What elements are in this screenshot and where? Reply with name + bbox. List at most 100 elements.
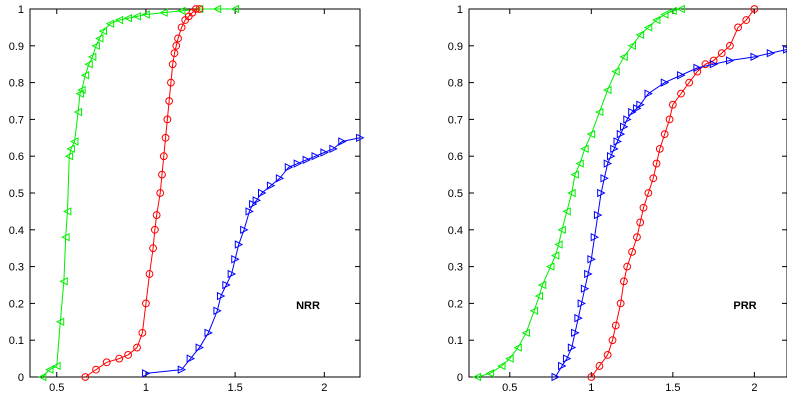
panel-annotation: NRR [296,300,320,312]
series-point [170,49,179,58]
series-point [766,48,776,58]
series-point [105,19,115,28]
series-point [73,107,83,117]
series-point [64,151,74,161]
series-point [558,361,567,371]
series-point [132,12,141,21]
series-point [213,306,222,315]
series-point [557,225,566,235]
series-point [230,4,240,14]
series-point [133,343,141,352]
series-point [616,129,626,139]
x-tick-label: 0.5 [502,382,517,394]
series-line [42,8,236,378]
series-point [172,41,181,50]
series-point [356,133,365,143]
series-point [521,328,530,338]
series-point [168,60,177,69]
y-tick-label: 0.7 [448,114,463,126]
series-point [639,203,648,212]
nrr-panel: 0 0.1 0.2 0.3 0.4 0.5 0.6 0.7 0.8 0.9 1 0.5 1 1.5 2 NRR [9,4,365,394]
series-point [627,41,636,51]
series-point [497,361,506,371]
panel-annotation: PRR [733,300,756,312]
series-point [628,107,637,117]
series-point [177,6,186,16]
y-tick-label: 0.1 [9,335,24,347]
series-point [87,52,97,62]
series-point [709,59,719,69]
series-point [302,155,312,165]
series-point [45,365,54,374]
x-tick-label: 0.5 [49,382,64,394]
series-point [701,60,710,69]
x-tick-label: 1 [588,382,594,394]
x-tick-label: 1.5 [227,382,242,394]
series-point [158,170,166,179]
series-point [537,280,547,290]
series-point [159,8,168,17]
series-point [613,137,622,146]
y-tick-label: 0.1 [448,335,463,347]
y-tick-label: 0.5 [448,188,463,200]
prr-panel: 0 0.1 0.2 0.3 0.4 0.5 0.6 0.7 0.8 0.9 1 0.5 1 1.5 2 PRR [448,4,787,394]
series-point [550,251,560,260]
series-point [293,159,303,168]
series-point [586,129,596,139]
series-point [115,354,124,363]
series-point [603,351,612,359]
y-tick-label: 0.6 [9,151,24,163]
series-point [311,151,320,161]
series-point [174,34,182,43]
series-point [668,100,677,109]
series-point [717,49,726,58]
series-point [216,291,226,301]
y-tick-label: 0.4 [9,225,24,237]
series-point [742,16,751,24]
series-point [575,159,584,168]
series-point [329,144,338,154]
series-point [649,174,658,183]
series-point [643,23,653,32]
y-tick-label: 0.8 [448,78,463,90]
series-point [186,354,196,363]
series-point [167,78,175,87]
series-point [636,218,645,227]
series-point [52,361,61,371]
series-point [159,152,168,161]
y-tick-label: 0.2 [448,298,463,310]
series-point [554,240,563,249]
series-point [141,10,150,19]
series-point [660,78,670,87]
series-point [734,23,742,32]
series-point [149,244,157,253]
series-point [284,163,294,172]
series-point [644,89,653,98]
series-point [212,4,222,14]
series-point [55,317,65,327]
y-tick-label: 0.2 [9,298,24,310]
series-point [610,144,619,154]
series-point [693,63,702,73]
series-point [124,351,133,359]
series-point [156,189,165,197]
y-tick-label: 0.9 [448,41,463,53]
series-point [584,269,593,279]
series-point [275,174,285,183]
y-tick-label: 0.9 [9,41,24,53]
series-point [227,269,237,279]
series-point [61,232,70,242]
series-point [163,115,172,124]
plot-frame [468,8,787,378]
series-point [677,89,685,98]
series-point [620,122,629,131]
series-point [59,277,68,286]
series-point [177,23,186,32]
x-tick-label: 2 [321,382,327,394]
series-point [534,291,544,301]
series-point [644,189,653,197]
series-point [677,71,686,80]
y-tick-label: 0.3 [448,262,463,274]
series-point [546,262,555,271]
series-point [608,336,617,345]
